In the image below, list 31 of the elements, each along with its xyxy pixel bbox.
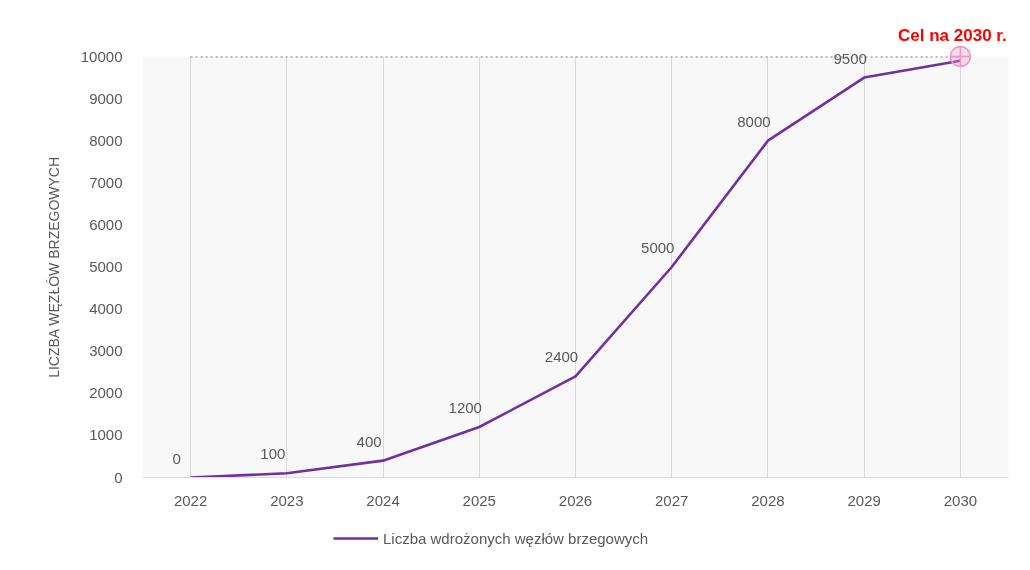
x-tick-label: 2027 bbox=[655, 491, 689, 509]
x-tick-label: 2029 bbox=[847, 491, 881, 509]
y-tick-label: 5000 bbox=[89, 258, 123, 275]
y-tick-label: 3000 bbox=[89, 342, 123, 360]
y-tick-label: 8000 bbox=[89, 131, 123, 149]
x-tick-label: 2024 bbox=[366, 491, 400, 509]
y-tick-label: 6000 bbox=[89, 215, 123, 233]
y-tick-label: 4000 bbox=[89, 300, 123, 318]
data-label: 400 bbox=[356, 432, 382, 450]
y-tick-label: 7000 bbox=[89, 173, 123, 191]
y-tick-label: 10000 bbox=[80, 47, 123, 65]
y-tick-label: 9000 bbox=[89, 89, 123, 107]
annotation: Cel na 2030 r. bbox=[898, 25, 1007, 45]
data-label: 9500 bbox=[833, 49, 867, 67]
legend-label: Liczba wdrożonych węzłów brzegowych bbox=[383, 529, 649, 547]
data-label: 1200 bbox=[448, 398, 482, 416]
y-tick-label: 0 bbox=[114, 468, 123, 486]
x-tick-label: 2022 bbox=[173, 491, 208, 509]
y-tick-label: 1000 bbox=[89, 426, 123, 444]
data-label: 8000 bbox=[737, 112, 771, 130]
x-tick-label: 2026 bbox=[558, 491, 593, 509]
x-tick-label: 2028 bbox=[751, 491, 785, 509]
data-label: 100 bbox=[260, 445, 286, 463]
x-tick-label: 2030 bbox=[943, 491, 978, 509]
x-tick-label: 2025 bbox=[462, 491, 496, 509]
y-tick-label: 2000 bbox=[89, 384, 123, 402]
data-label: 2400 bbox=[544, 348, 579, 366]
data-label: 0 bbox=[172, 449, 181, 467]
data-label: 5000 bbox=[641, 239, 675, 256]
x-tick-label: 2023 bbox=[270, 491, 304, 509]
y-axis-title: LICZBA WĘZŁÓW BRZEGOWYCH bbox=[45, 156, 62, 378]
